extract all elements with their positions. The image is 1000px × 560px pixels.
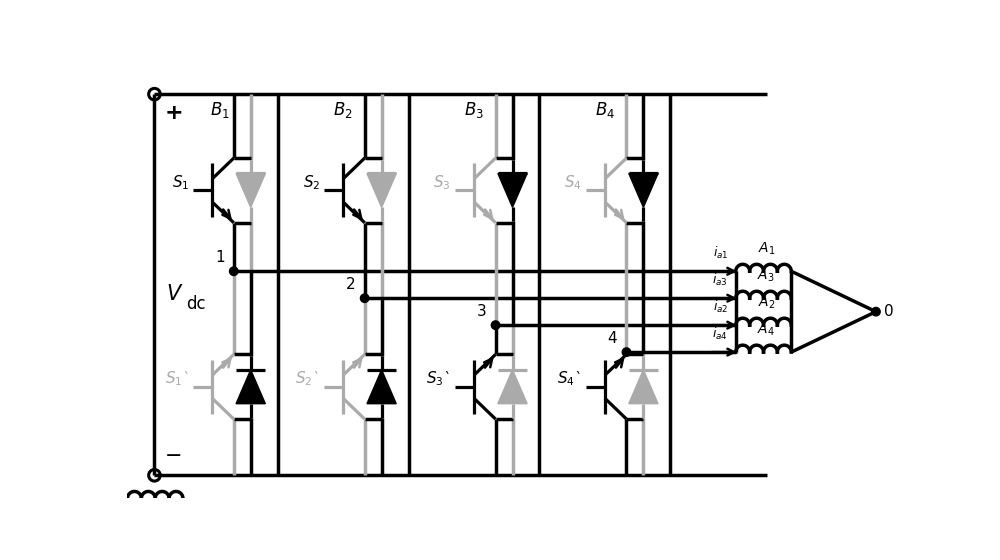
Text: 0: 0: [884, 304, 893, 319]
Polygon shape: [629, 174, 658, 207]
Text: $i_{a1}$: $i_{a1}$: [713, 245, 728, 261]
Text: $-$: $-$: [164, 444, 182, 464]
Text: +: +: [164, 104, 183, 123]
Text: $B_3$: $B_3$: [464, 100, 484, 120]
Text: $i_{a3}$: $i_{a3}$: [712, 272, 728, 288]
Text: $S_4$`: $S_4$`: [557, 370, 582, 389]
Text: $B_1$: $B_1$: [210, 100, 230, 120]
Text: $S_4$: $S_4$: [564, 174, 582, 192]
Text: $i_{a4}$: $i_{a4}$: [712, 326, 728, 342]
Text: 3: 3: [477, 304, 486, 319]
Polygon shape: [629, 370, 658, 404]
Text: $S_3$`: $S_3$`: [426, 370, 451, 389]
Polygon shape: [498, 370, 527, 404]
Circle shape: [622, 348, 631, 356]
Text: $S_1$: $S_1$: [172, 174, 189, 192]
Text: $S_2$: $S_2$: [303, 174, 320, 192]
Text: $B_2$: $B_2$: [333, 100, 353, 120]
Polygon shape: [367, 370, 396, 404]
Circle shape: [360, 294, 369, 302]
Text: $S_2$`: $S_2$`: [295, 370, 320, 389]
Text: $i_{a2}$: $i_{a2}$: [713, 299, 728, 315]
Circle shape: [872, 307, 880, 316]
Text: $B_4$: $B_4$: [595, 100, 615, 120]
Text: 2: 2: [346, 277, 355, 292]
Text: dc: dc: [186, 295, 206, 314]
Text: 1: 1: [215, 250, 225, 265]
Polygon shape: [498, 174, 527, 207]
Text: $A_4$: $A_4$: [757, 322, 775, 338]
Polygon shape: [236, 370, 265, 404]
Text: $A_1$: $A_1$: [758, 241, 775, 258]
Text: 4: 4: [608, 331, 617, 346]
Polygon shape: [236, 174, 265, 207]
Polygon shape: [367, 174, 396, 207]
Text: $S_1$`: $S_1$`: [165, 370, 189, 389]
Text: $A_3$: $A_3$: [757, 268, 775, 284]
Text: $V$: $V$: [166, 284, 183, 304]
Circle shape: [491, 321, 500, 329]
Text: $S_3$: $S_3$: [433, 174, 451, 192]
Text: $A_2$: $A_2$: [758, 295, 775, 311]
Circle shape: [230, 267, 238, 276]
